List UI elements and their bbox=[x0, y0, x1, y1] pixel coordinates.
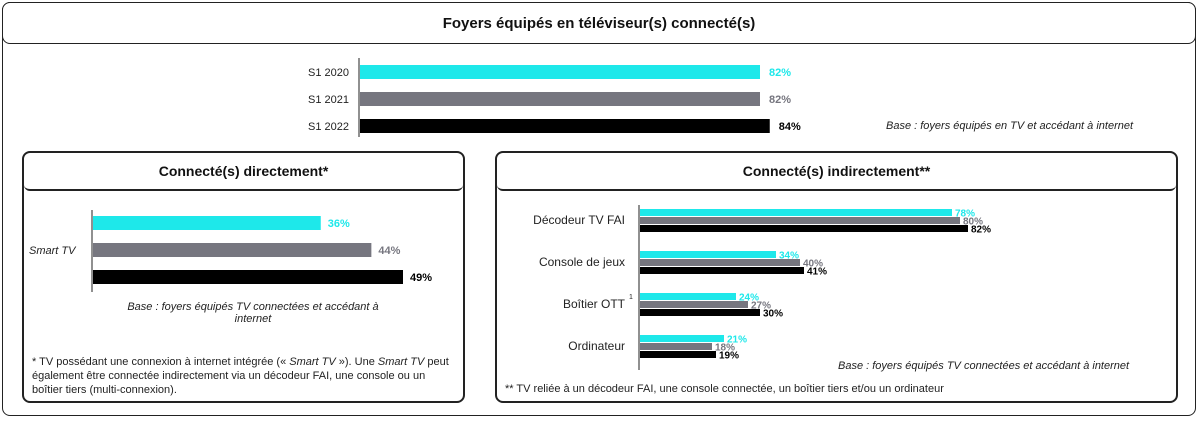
left-base-note: Base : foyers équipés TV connectées et a… bbox=[127, 301, 379, 325]
right-panel: Connecté(s) indirectement** bbox=[495, 151, 1178, 403]
bar bbox=[360, 119, 770, 133]
data-label: 82% bbox=[769, 67, 791, 79]
left-footnote: * TV possédant une connexion à internet … bbox=[32, 355, 458, 397]
category-label: Décodeur TV FAI bbox=[533, 213, 625, 227]
category-label: Smart TV bbox=[29, 245, 77, 257]
right-base-note: Base : foyers équipés TV connectées et a… bbox=[838, 360, 1130, 372]
bar bbox=[640, 217, 960, 224]
bar bbox=[93, 243, 372, 257]
data-label: 21% bbox=[727, 335, 747, 346]
right-chart: Décodeur TV FAI 78%80%82% Console de jeux 3… bbox=[533, 205, 991, 370]
bar bbox=[640, 267, 804, 274]
category-label: S1 2021 bbox=[308, 94, 349, 106]
bar bbox=[93, 270, 403, 284]
main-title: Foyers équipés en téléviseur(s) connecté… bbox=[2, 2, 1196, 44]
bar bbox=[360, 92, 760, 106]
data-label: 24% bbox=[739, 293, 759, 304]
right-panel-title: Connecté(s) indirectement** bbox=[497, 153, 1176, 191]
category-label: Ordinateur bbox=[568, 339, 625, 353]
bar bbox=[93, 216, 321, 230]
bar bbox=[640, 343, 712, 350]
category-superscript: 1 bbox=[629, 294, 633, 301]
bar bbox=[640, 251, 776, 258]
bar bbox=[640, 301, 748, 308]
category-label: S1 2020 bbox=[308, 67, 349, 79]
data-label: 19% bbox=[719, 351, 739, 362]
category-label: S1 2022 bbox=[308, 121, 349, 133]
left-footnote-part: »). Une bbox=[335, 356, 378, 368]
data-label: 41% bbox=[807, 267, 827, 278]
data-label: 34% bbox=[779, 251, 799, 262]
bar bbox=[640, 309, 760, 316]
top-chart: S1 2020 82% S1 2021 82% S1 2022 84% bbox=[308, 58, 801, 137]
data-label: 49% bbox=[410, 272, 432, 284]
bar bbox=[640, 335, 724, 342]
data-label: 36% bbox=[328, 218, 350, 230]
data-label: 40% bbox=[803, 259, 823, 270]
data-label: 18% bbox=[715, 343, 735, 354]
left-footnote-part: Smart TV bbox=[377, 356, 425, 368]
category-label: Boîtier OTT bbox=[563, 297, 626, 311]
bar bbox=[640, 225, 968, 232]
category-label: Console de jeux bbox=[539, 255, 625, 269]
left-panel-title: Connecté(s) directement* bbox=[24, 153, 463, 191]
bar bbox=[640, 259, 800, 266]
left-chart: Smart TV 36% 44% 49% bbox=[29, 210, 432, 292]
data-label: 82% bbox=[971, 225, 991, 236]
left-footnote-part: Smart TV bbox=[289, 356, 336, 368]
bar bbox=[640, 351, 716, 358]
data-label: 44% bbox=[378, 245, 400, 257]
data-label: 84% bbox=[779, 121, 801, 133]
data-label: 82% bbox=[769, 94, 791, 106]
right-footnote: ** TV reliée à un décodeur FAI, une cons… bbox=[505, 383, 944, 395]
bar bbox=[360, 65, 760, 79]
data-label: 80% bbox=[963, 217, 983, 228]
left-panel: Connecté(s) directement* bbox=[22, 151, 465, 403]
left-footnote-part: * TV possédant une connexion à internet … bbox=[32, 356, 290, 368]
data-label: 27% bbox=[751, 301, 771, 312]
top-base-note: Base : foyers équipés en TV et accédant … bbox=[886, 120, 1134, 132]
data-label: 78% bbox=[955, 209, 975, 220]
data-label: 30% bbox=[763, 309, 783, 320]
bar bbox=[640, 209, 952, 216]
left-footnote-part: peut également être connectée indirectem… bbox=[32, 356, 449, 396]
bar bbox=[640, 293, 736, 300]
